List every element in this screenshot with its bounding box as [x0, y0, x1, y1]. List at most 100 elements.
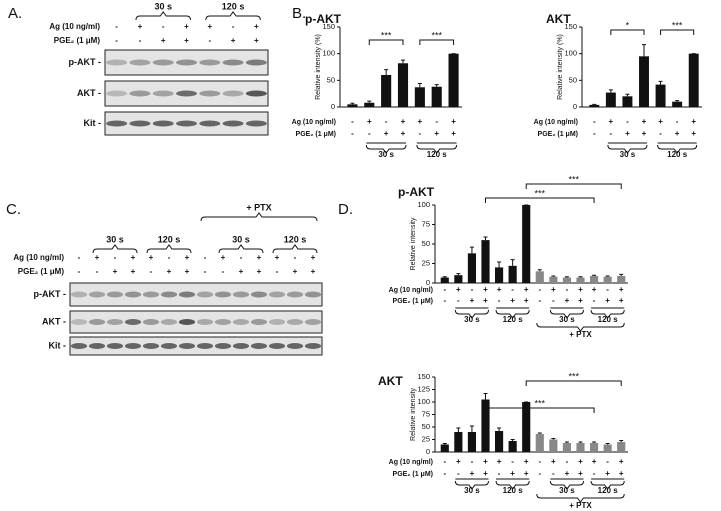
y-tick-label: 25 — [422, 258, 430, 267]
brace — [205, 11, 261, 21]
band — [70, 319, 88, 325]
significance-label: *** — [535, 398, 546, 408]
sign: + — [578, 285, 583, 294]
group-label: + PTX — [569, 501, 592, 510]
band — [88, 343, 106, 349]
bar — [397, 63, 409, 107]
row-label: PGE₂ (1 μM) — [393, 471, 433, 478]
sign: - — [593, 296, 596, 305]
sign: - — [115, 22, 118, 31]
bar — [454, 432, 463, 452]
significance-bracket — [525, 183, 622, 189]
brace — [607, 144, 648, 154]
bar — [589, 104, 600, 107]
sign: - — [294, 253, 297, 262]
y-axis-label: Relative intensity — [410, 388, 417, 441]
bar — [454, 275, 463, 283]
sign: + — [257, 253, 262, 262]
y-axis-label: Relative intensity (%) — [315, 34, 322, 100]
sign: - — [368, 129, 371, 138]
sign: - — [276, 267, 279, 276]
sign: - — [435, 117, 438, 126]
sign: - — [511, 457, 514, 466]
sign: - — [385, 117, 388, 126]
sign: + — [207, 22, 212, 31]
band — [70, 291, 88, 298]
band — [304, 343, 322, 349]
error-bar — [350, 102, 355, 105]
bar — [448, 53, 459, 107]
significance-bracket — [419, 39, 455, 45]
band — [106, 120, 128, 127]
group-label: 120 s — [503, 486, 524, 495]
row-label: Ag (10 ng/ml) — [389, 459, 433, 466]
error-bar — [551, 275, 556, 277]
row-label: Ag (10 ng/ml) — [13, 253, 64, 262]
sign: - — [115, 36, 118, 45]
sign: + — [275, 253, 280, 262]
sign: - — [606, 457, 609, 466]
sign: + — [565, 469, 570, 478]
group-label: 120 s — [284, 234, 307, 244]
group-label: 120 s — [667, 150, 688, 159]
sign: - — [538, 457, 541, 466]
sign: + — [254, 22, 259, 31]
error-bar — [578, 441, 583, 443]
error-bar — [401, 59, 405, 64]
brace — [454, 480, 489, 490]
row-label: Ag (10 ng/ml) — [292, 119, 336, 126]
sign: - — [232, 22, 235, 31]
sign: + — [524, 285, 529, 294]
sign: + — [483, 457, 488, 466]
brace — [272, 244, 318, 254]
band — [106, 90, 128, 97]
band — [222, 59, 244, 66]
significance-label: *** — [672, 20, 683, 30]
brace — [590, 480, 625, 490]
significance-label: *** — [431, 30, 442, 40]
sign: + — [311, 253, 316, 262]
band — [106, 319, 124, 325]
sign: + — [483, 285, 488, 294]
sign: + — [510, 296, 515, 305]
y-axis-label: Relative intensity — [410, 217, 417, 270]
group-label: 120 s — [598, 486, 619, 495]
sign: + — [149, 253, 154, 262]
band — [178, 319, 196, 325]
brace — [92, 244, 138, 254]
significance-bracket — [610, 29, 645, 35]
group-label: 120 s — [222, 1, 245, 11]
band — [70, 343, 88, 349]
brace — [218, 244, 264, 254]
sign: + — [592, 285, 597, 294]
group-label: 30 s — [378, 150, 394, 159]
bar — [562, 443, 571, 452]
sign: + — [483, 469, 488, 478]
bar — [440, 444, 449, 452]
sign: + — [161, 36, 166, 45]
sign: - — [78, 267, 81, 276]
sign: + — [470, 469, 475, 478]
sign: + — [675, 129, 680, 138]
sign: - — [471, 457, 474, 466]
blot-label: AKT - — [42, 316, 66, 326]
sign: + — [254, 36, 259, 45]
significance-bracket — [368, 39, 404, 45]
sign: - — [222, 267, 225, 276]
sign: + — [95, 253, 100, 262]
band — [176, 120, 197, 127]
sign: + — [510, 469, 515, 478]
band — [232, 343, 250, 349]
band — [268, 291, 286, 298]
sign: - — [443, 296, 446, 305]
row-label: PGE₂ (1 μM) — [296, 131, 336, 138]
sign: + — [619, 285, 624, 294]
brace — [146, 244, 192, 254]
sign: + — [619, 296, 624, 305]
sign: + — [497, 457, 502, 466]
group-label: 30 s — [559, 315, 575, 324]
bar — [414, 87, 425, 107]
error-bar — [456, 427, 461, 432]
chart-title: AKT — [546, 12, 571, 26]
